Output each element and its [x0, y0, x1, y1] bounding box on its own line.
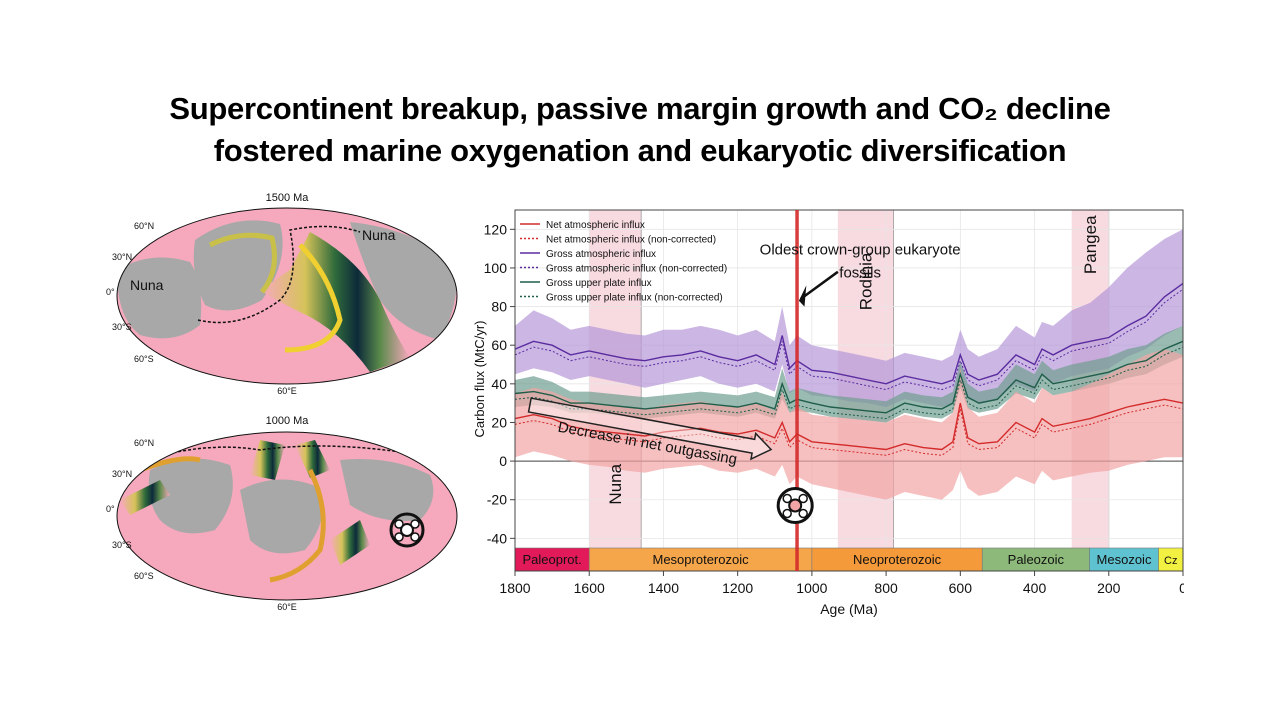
period-label-rodinia: Rodinia: [857, 252, 876, 310]
x-tick-label-1400: 1400: [648, 580, 679, 596]
series-lines: [514, 282, 1184, 456]
map-1500ma-lat-30n: 30°N: [112, 252, 132, 262]
x-tick-label-200: 200: [1097, 580, 1121, 596]
y-tick-label--40: -40: [487, 530, 507, 546]
era-label-1: Mesoproterozoic: [653, 552, 750, 567]
gross-atmospheric-line: [514, 282, 1184, 385]
era-label-5: Cz: [1164, 555, 1177, 567]
map-1000ma-continent-1: [148, 458, 233, 534]
fossil-arrow-head: [798, 285, 807, 307]
map-1000ma-band-1: [120, 480, 170, 515]
map-1000ma-band-2: [295, 440, 330, 478]
map-1500ma-label-nuna-west: Nuna: [130, 277, 164, 293]
map-1500ma-title: 1500 Ma: [266, 192, 310, 204]
era-bar: Paleoprot. Mesoproterozoic Neoproterozoic P…: [514, 547, 1184, 572]
y-tick-label-40: 40: [491, 376, 507, 392]
chart-fossil-icon-cell-3: [798, 508, 808, 519]
map-1500ma-continent-east: [350, 222, 457, 340]
period-label-pangea: Pangea: [1081, 215, 1100, 274]
map-1000ma-lat-0: 0°: [106, 504, 115, 514]
fossil-icon: [389, 512, 425, 548]
map-1000ma-title: 1000 Ma: [266, 415, 310, 427]
x-tick-label-1200: 1200: [722, 580, 753, 596]
y-tick-label-80: 80: [491, 299, 507, 315]
era-label-0: Paleoprot.: [522, 552, 581, 567]
era-label-4: Mesozoic: [1097, 552, 1152, 567]
gross-upper-plate-band: [515, 325, 1183, 423]
y-tick-label-0: 0: [499, 453, 507, 469]
map-1500ma-ridge-2: [208, 232, 277, 294]
fossil-text-line2: fossils: [839, 265, 881, 282]
slide-title-line1: Supercontinent breakup, passive margin g…: [169, 91, 1111, 126]
map-1000ma-continent-3: [340, 459, 434, 521]
map-1000ma: 1000 Ma 60°N 30°N 0° 30°S 60°S 60°E: [106, 415, 458, 612]
y-tick-label--20: -20: [487, 492, 507, 508]
slide-title: Supercontinent breakup, passive margin g…: [0, 88, 1280, 172]
uncertainty-bands: [515, 229, 1183, 500]
chart-fossil-icon-cell-0: [782, 493, 792, 504]
map-1000ma-lat-60n: 60°N: [134, 438, 154, 448]
map-1500ma-margin: [197, 225, 361, 324]
x-tick-label-1000: 1000: [796, 580, 827, 596]
net-atmospheric-band: [515, 349, 1183, 500]
map-1000ma-band-3: [330, 520, 370, 565]
map-1000ma-ridge: [269, 468, 326, 583]
map-1000ma-continent-2: [240, 479, 323, 554]
y-tick-label-20: 20: [491, 414, 507, 430]
y-tick-label-120: 120: [484, 221, 508, 237]
map-1500ma-continent-west: [117, 257, 202, 339]
x-tick-label-0: 0: [1179, 580, 1184, 596]
map-1000ma-lat-30n: 30°N: [112, 469, 132, 479]
legend-label-5: Gross upper plate influx (non-corrected): [546, 293, 723, 304]
map-1500ma-lon-60e: 60°E: [277, 386, 297, 396]
map-1500ma-lat-30s: 30°S: [112, 322, 132, 332]
gross-upper-plate-line: [514, 340, 1184, 414]
map-1500ma-ridge: [284, 243, 343, 353]
y-tick-label-100: 100: [484, 260, 508, 276]
chart-fossil-icon-cell-2: [782, 508, 792, 519]
map-1000ma-lon-60e: 60°E: [277, 602, 297, 612]
x-tick-label-1600: 1600: [574, 580, 605, 596]
chart-fossil-icon-core: [788, 498, 803, 513]
map-1000ma-lat-60s: 60°S: [134, 571, 154, 581]
axes: 1800 1600 1400 1200 1000 800 600 400 200 0 -40 -20 0…: [472, 209, 1184, 617]
net-atmospheric-line: [514, 398, 1184, 451]
map-1000ma-lat-30s: 30°S: [112, 540, 132, 550]
map-1500ma-lat-0: 0°: [106, 287, 115, 297]
gross-atmospheric-noncorrected-line: [514, 288, 1184, 391]
era-label-2: Neoproterozoic: [853, 552, 942, 567]
y-axis-label: Carbon flux (MtC/yr): [472, 320, 487, 437]
map-1500ma-lat-60n: 60°N: [134, 221, 154, 231]
legend: Net atmospheric influx Net atmospheric in…: [520, 220, 727, 304]
net-atmospheric-noncorrected-line: [514, 404, 1184, 456]
map-1500ma: 1500 Ma 60°N 30°N 0° 30°S 60°S 60°E Nuna…: [106, 192, 458, 396]
gross-atmospheric-band: [515, 229, 1183, 407]
period-label-nuna: Nuna: [606, 463, 625, 504]
legend-label-4: Gross upper plate influx: [546, 278, 652, 289]
decrease-arrow-shape: [527, 397, 773, 461]
slide-title-line2: fostered marine oxygenation and eukaryot…: [213, 133, 1067, 168]
axes-frame: [514, 209, 1184, 572]
map-1500ma-label-nuna-east: Nuna: [362, 227, 396, 243]
legend-label-1: Net atmospheric influx (non-corrected): [546, 235, 716, 246]
y-tick-label-60: 60: [491, 337, 507, 353]
legend-label-2: Gross atmospheric influx: [546, 249, 656, 260]
gross-upper-plate-noncorrected-line: [514, 346, 1184, 420]
era-label-3: Paleozoic: [1008, 552, 1065, 567]
carbon-flux-chart: Paleoprot. Mesoproterozoic Neoproterozoic P…: [472, 209, 1184, 617]
legend-label-0: Net atmospheric influx: [546, 220, 645, 231]
fossil-text-line1: Oldest crown-group eukaryote: [760, 241, 961, 258]
chart-fossil-icon-cell-1: [798, 493, 808, 504]
x-tick-label-1800: 1800: [499, 580, 530, 596]
fossil-arrow-shaft: [800, 270, 839, 300]
x-tick-label-800: 800: [874, 580, 898, 596]
x-tick-label-400: 400: [1023, 580, 1047, 596]
x-tick-label-600: 600: [949, 580, 973, 596]
x-axis-label: Age (Ma): [820, 601, 878, 617]
map-1500ma-lat-60s: 60°S: [134, 354, 154, 364]
legend-label-3: Gross atmospheric influx (non-corrected): [546, 264, 727, 275]
chart-fossil-icon: [776, 487, 814, 525]
